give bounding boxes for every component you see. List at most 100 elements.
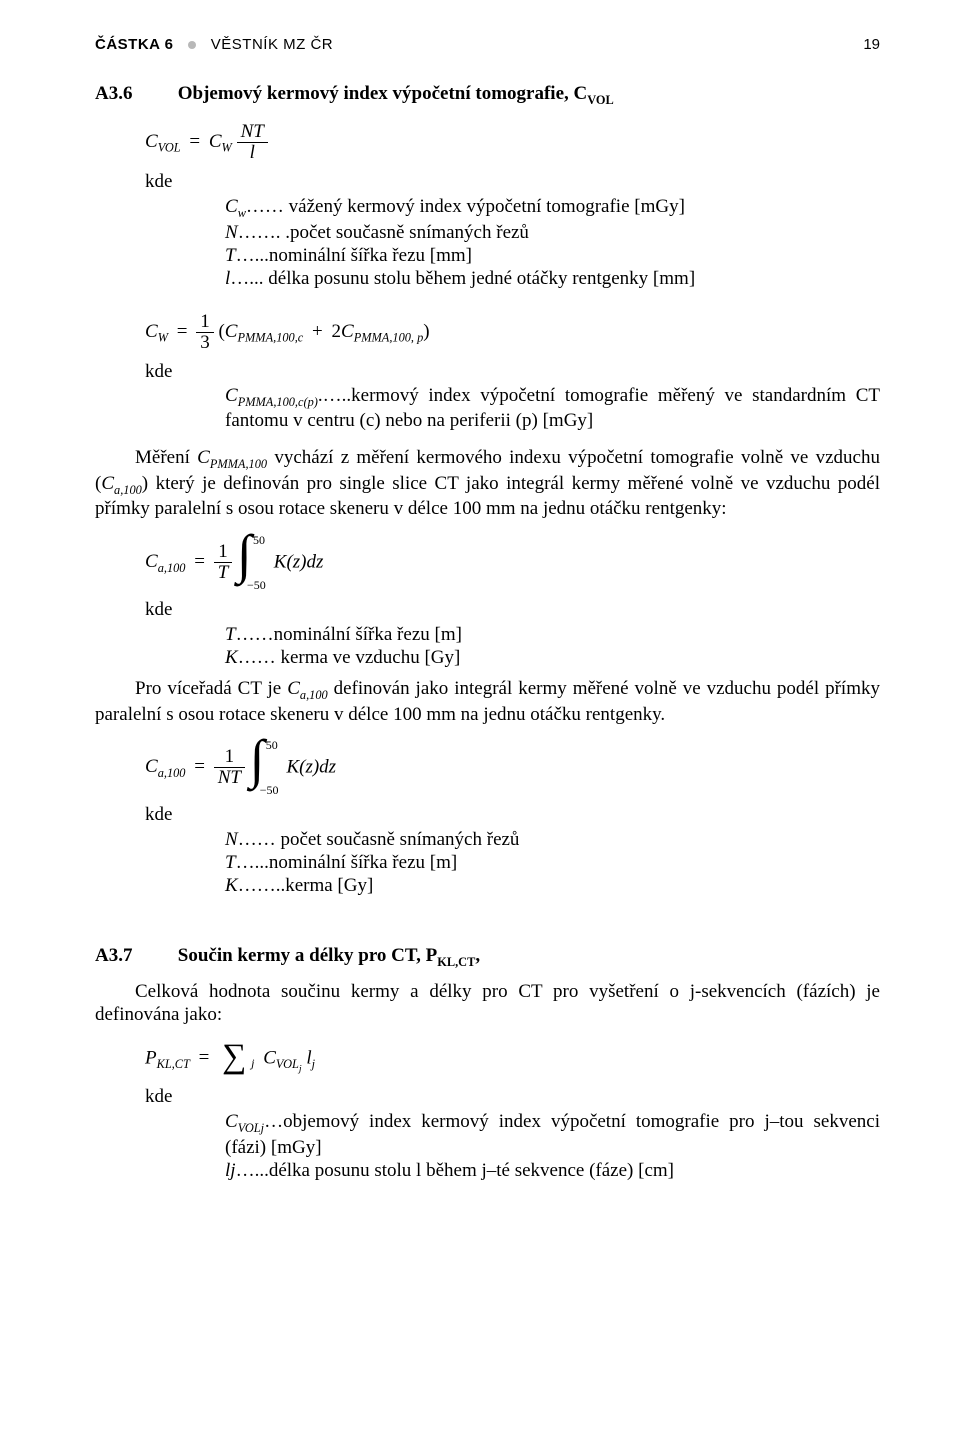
eq-t-subj: j xyxy=(299,1063,302,1074)
section-a37-title-tail: , xyxy=(475,945,480,966)
eq4-frac-den: NT xyxy=(214,767,245,788)
a36-eq1: CVOL = CW NT l xyxy=(145,122,880,163)
a36-eq2: CW = 1 3 (CPMMA,100,c + 2CPMMA,100, p) xyxy=(145,312,880,353)
a36-eq3: Ca,100 = 1 T ∫ 50 −50 K(z)dz xyxy=(145,535,880,591)
eq4-frac-num: 1 xyxy=(214,747,245,767)
def-row: N…… počet současně snímaných řezů xyxy=(225,828,880,851)
para-text: Měření xyxy=(135,447,197,468)
eq4-eq: = xyxy=(190,756,209,777)
def-desc: …objemový index kermový index výpočetní … xyxy=(225,1111,880,1158)
def-row: CVOLj…objemový index kermový index výpoč… xyxy=(225,1110,880,1159)
eq1-frac: NT l xyxy=(237,122,268,163)
para-sym: C xyxy=(197,447,210,468)
eq2-plus: + xyxy=(308,321,327,342)
eq1-frac-num: NT xyxy=(237,122,268,142)
def-sym: C xyxy=(225,196,238,217)
a37-eq: PKL,CT = ∑ j CVOLj lj xyxy=(145,1045,880,1075)
eq-l-sub: j xyxy=(312,1057,315,1071)
def-sym-sub: w xyxy=(238,205,246,219)
para-sym: C xyxy=(101,473,114,494)
def-row: T……nominální šířka řezu [m] xyxy=(225,623,880,646)
def-desc: …... délka posunu stolu během jedné otáč… xyxy=(230,268,695,289)
eq2-lhs-base: C xyxy=(145,321,158,342)
eq-lhs-sub: KL,CT xyxy=(157,1057,190,1071)
def-row: Cw…… vážený kermový index výpočetní tomo… xyxy=(225,195,880,221)
def-sym: K xyxy=(225,647,238,668)
a36-defs3: T……nominální šířka řezu [m] K…… kerma ve… xyxy=(225,623,880,669)
page-number: 19 xyxy=(863,36,880,53)
eq2-t1-sub: PMMA,100,c xyxy=(237,331,303,345)
section-a37-title-sub: KL,CT xyxy=(437,955,475,969)
para-sym: C xyxy=(287,678,300,699)
para-sym-sub: a,100 xyxy=(300,688,328,702)
eq2-t2-base: C xyxy=(341,321,354,342)
def-sym: C xyxy=(225,385,238,406)
eq4-lhs-base: C xyxy=(145,756,158,777)
section-a37-num: A3.7 xyxy=(95,945,173,967)
para-text: Pro víceřadá CT je xyxy=(135,678,287,699)
a36-kde3: kde xyxy=(145,599,880,621)
def-desc: ……nominální šířka řezu [m] xyxy=(236,624,462,645)
a36-defs1: Cw…… vážený kermový index výpočetní tomo… xyxy=(225,195,880,290)
def-sym: T xyxy=(225,245,236,266)
eq1-frac-den: l xyxy=(237,142,268,163)
def-row: K……..kerma [Gy] xyxy=(225,874,880,897)
para-text: ) který je definován pro single slice CT… xyxy=(95,473,880,520)
a37-kde: kde xyxy=(145,1086,880,1108)
eq1-rhs-sub: W xyxy=(222,140,232,154)
eq1-lhs-base: C xyxy=(145,131,158,152)
header-dot-icon xyxy=(188,41,196,49)
a36-para1: Měření CPMMA,100 vychází z měření kermov… xyxy=(95,446,880,521)
eq-t-sub: VOL xyxy=(276,1057,299,1071)
def-row: T…...nominální šířka řezu [mm] xyxy=(225,244,880,267)
eq2-frac: 1 3 xyxy=(196,312,214,353)
eq3-integral-icon: ∫ 50 −50 xyxy=(237,535,265,591)
eq2-close: ) xyxy=(423,321,429,342)
def-sym: lj xyxy=(225,1160,236,1181)
eq1-rhs-base: C xyxy=(209,131,222,152)
page: ČÁSTKA 6 VĚSTNÍK MZ ČR 19 A3.6 Objemový … xyxy=(0,0,960,1445)
def-desc: …… kerma ve vzduchu [Gy] xyxy=(238,647,461,668)
eq3-int-lo: −50 xyxy=(247,578,266,593)
a36-para2: Pro víceřadá CT je Ca,100 definován jako… xyxy=(95,677,880,726)
eq4-lhs-sub: a,100 xyxy=(158,766,186,780)
eq-sum-icon: ∑ j xyxy=(222,1045,254,1073)
def-row: l…... délka posunu stolu během jedné otá… xyxy=(225,267,880,290)
section-a36-heading: A3.6 Objemový kermový index výpočetní to… xyxy=(95,83,880,108)
eq3-eq: = xyxy=(190,551,209,572)
eq2-eq: = xyxy=(173,321,192,342)
a36-eq4: Ca,100 = 1 NT ∫ 50 −50 K(z)dz xyxy=(145,740,880,796)
eq4-integrand: K(z)dz xyxy=(286,756,336,777)
def-row: lj…...délka posunu stolu l během j–té se… xyxy=(225,1159,880,1182)
page-header: ČÁSTKA 6 VĚSTNÍK MZ ČR 19 xyxy=(95,36,880,53)
header-castka: ČÁSTKA 6 xyxy=(95,36,173,53)
eq2-lhs-sub: W xyxy=(158,331,168,345)
eq2-t1-base: C xyxy=(225,321,238,342)
a36-kde4: kde xyxy=(145,804,880,826)
eq3-int-hi: 50 xyxy=(253,533,265,548)
eq2-t2-sub: PMMA,100, p xyxy=(354,331,424,345)
eq3-integrand: K(z)dz xyxy=(274,551,324,572)
def-sym: T xyxy=(225,852,236,873)
def-sym-sub: VOLj xyxy=(238,1121,264,1135)
def-desc: …...nominální šířka řezu [m] xyxy=(236,852,458,873)
def-desc: …… počet současně snímaných řezů xyxy=(238,829,520,850)
def-sym: K xyxy=(225,875,238,896)
a36-kde2: kde xyxy=(145,361,880,383)
header-vestnik: VĚSTNÍK MZ ČR xyxy=(211,36,333,53)
a36-defs4: N…… počet současně snímaných řezů T…...n… xyxy=(225,828,880,898)
def-desc: ……..kerma [Gy] xyxy=(238,875,374,896)
section-a37-heading: A3.7 Součin kermy a délky pro CT, PKL,CT… xyxy=(95,945,880,970)
eq3-lhs-sub: a,100 xyxy=(158,561,186,575)
section-a36-title: Objemový kermový index výpočetní tomogra… xyxy=(178,83,588,104)
eq-t-base: C xyxy=(263,1047,276,1068)
para-sym-sub: PMMA,100 xyxy=(210,457,267,471)
def-desc: ……. .počet současně snímaných řezů xyxy=(238,222,529,243)
eq2-two: 2 xyxy=(332,321,342,342)
a37-defs: CVOLj…objemový index kermový index výpoč… xyxy=(225,1110,880,1182)
eq1-eq: = xyxy=(185,131,204,152)
eq3-frac-den: T xyxy=(214,562,233,583)
section-a37-title: Součin kermy a délky pro CT, P xyxy=(178,945,438,966)
eq3-lhs-base: C xyxy=(145,551,158,572)
eq1-lhs-sub: VOL xyxy=(158,140,181,154)
